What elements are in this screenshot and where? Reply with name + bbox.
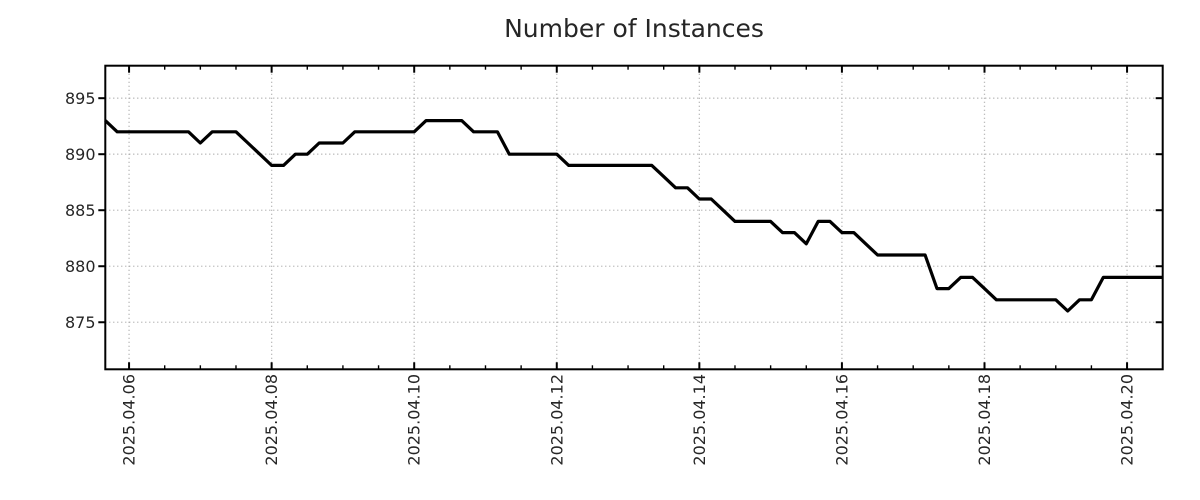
chart-title: Number of Instances — [504, 14, 764, 43]
plot-border — [104, 64, 1164, 371]
x-tick-label: 2025.04.08 — [262, 374, 281, 466]
x-tick-label: 2025.04.14 — [690, 374, 709, 466]
x-tick-label: 2025.04.10 — [405, 374, 424, 466]
y-tick-label: 880 — [65, 257, 96, 276]
series-line — [104, 118, 1163, 313]
x-tick-label: 2025.04.18 — [975, 374, 994, 466]
y-tick-label: 895 — [65, 89, 96, 108]
x-tick-label: 2025.04.06 — [120, 374, 139, 466]
y-tick-label: 890 — [65, 145, 96, 164]
x-tick-label: 2025.04.20 — [1118, 374, 1137, 466]
y-tick-label: 885 — [65, 201, 96, 220]
x-tick-label: 2025.04.12 — [547, 374, 566, 466]
plot-area: 875 880 885 890 895 2025.04.06 2025.04.08 2025.… — [65, 64, 1164, 466]
x-tick-label: 2025.04.16 — [832, 374, 851, 466]
y-tick-label: 875 — [65, 313, 96, 332]
